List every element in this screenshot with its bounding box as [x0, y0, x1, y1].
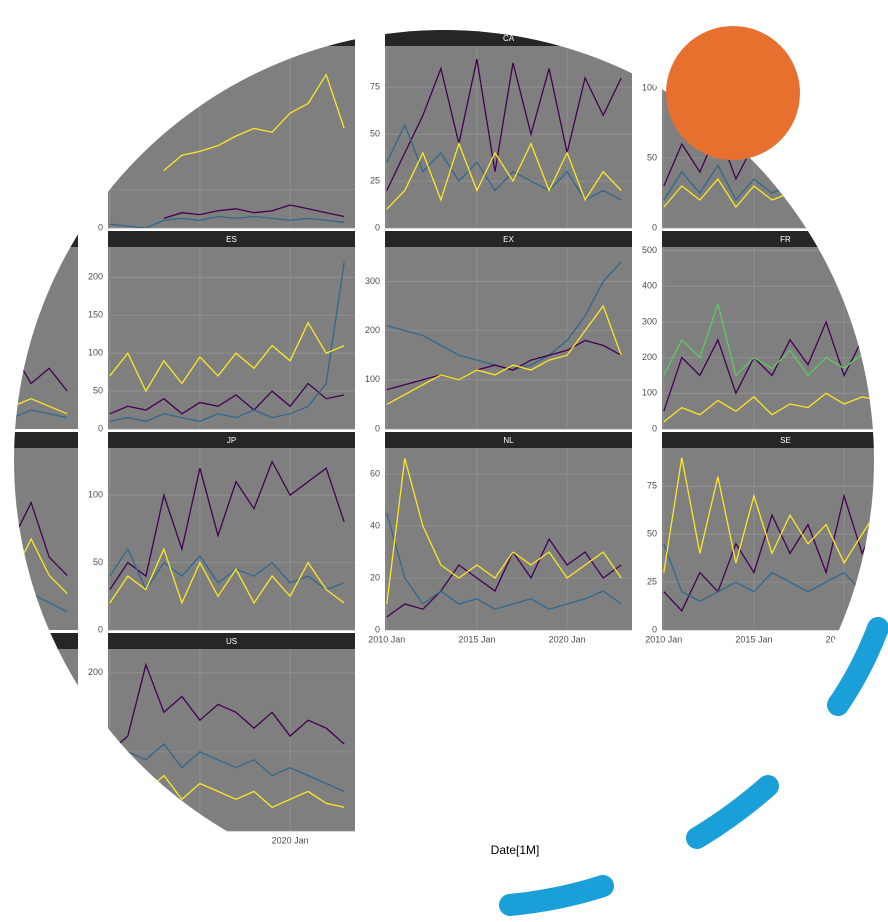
strip-label: EX [503, 235, 514, 244]
y-tick-label: 50 [647, 529, 657, 539]
decor-arcs [510, 628, 878, 905]
strip [0, 633, 78, 649]
y-tick-label: 20 [370, 572, 380, 582]
strip-label: SE [780, 436, 791, 445]
y-tick-label: 100 [88, 348, 103, 358]
y-tick-label: 500 [642, 245, 657, 255]
y-tick-label: 200 [88, 272, 103, 282]
series-line [0, 758, 67, 794]
panel-background [108, 649, 355, 831]
x-axis-title: Date[1M] [491, 843, 540, 857]
y-tick-label: 100 [642, 82, 657, 92]
x-tick-label: 2010 Jan [645, 634, 682, 644]
facet: 0 20 [93, 30, 355, 232]
y-tick-label: 50 [93, 557, 103, 567]
y-tick-label: 50 [93, 385, 103, 395]
y-tick-label: 200 [88, 667, 103, 677]
strip-label: JP [227, 436, 236, 445]
y-tick-label: 300 [642, 316, 657, 326]
facet: ES 0 50 100 150 200 [88, 231, 355, 433]
panel-background [108, 448, 355, 630]
y-tick-label: 100 [642, 388, 657, 398]
y-tick-label: 200 [365, 325, 380, 335]
facet: JP 0 50 100 [88, 432, 355, 634]
y-tick-label: 0 [98, 825, 103, 835]
facet: US 0 100 200 2010 Jan 2015 Jan 2020 Jan [88, 633, 355, 845]
x-tick-label: 2020 Jan [549, 634, 586, 644]
x-tick-label: 2015 Jan [735, 634, 772, 644]
strip [0, 30, 78, 46]
facet [0, 30, 78, 228]
y-tick-label: 25 [370, 175, 380, 185]
facet: CA 0 25 50 75 [370, 30, 632, 232]
y-tick-label: 40 [370, 520, 380, 530]
series-group [0, 722, 67, 795]
y-tick-label: 150 [88, 310, 103, 320]
y-tick-label: 60 [370, 468, 380, 478]
x-tick-label: 2015 Jan [458, 634, 495, 644]
strip-label: NL [503, 436, 514, 445]
panel-background [662, 247, 888, 429]
y-tick-label: 75 [370, 82, 380, 92]
strip [0, 231, 78, 247]
page: CountryGroup x Model Date[1M] 0 20 CA 0 25 50… [0, 0, 888, 922]
y-tick-label: 0 [652, 423, 657, 433]
strip-label: US [226, 637, 237, 646]
strip-label: CA [503, 34, 515, 43]
chart-title: CountryGroup x Model [368, 5, 520, 21]
y-tick-label: 0 [652, 222, 657, 232]
y-tick-label: 100 [88, 746, 103, 756]
facet: SE 0 25 50 75 2010 Jan 2015 Jan 2020 Jan [645, 432, 888, 644]
strip [108, 30, 355, 46]
facet: NL 0 20 40 60 2010 Jan 2015 Jan 2020 Jan [368, 432, 632, 644]
panel-background [0, 649, 78, 831]
y-tick-label: 25 [647, 576, 657, 586]
strip-label: FR [780, 235, 791, 244]
y-tick-label: 0 [98, 222, 103, 232]
strip-label: ES [226, 235, 237, 244]
y-tick-label: 75 [647, 481, 657, 491]
x-tick-label: 2020 Jan [0, 835, 32, 845]
facet [0, 432, 78, 630]
facet: EX 0 100 200 300 [365, 231, 632, 433]
y-tick-label: 200 [642, 352, 657, 362]
strip [662, 231, 888, 247]
panel-background [662, 448, 888, 630]
strip [662, 432, 888, 448]
y-tick-label: 400 [642, 281, 657, 291]
y-tick-label: 300 [365, 276, 380, 286]
x-tick-label: 2010 Jan [91, 835, 128, 845]
y-tick-label: 0 [375, 423, 380, 433]
y-tick-label: 0 [98, 624, 103, 634]
decor-dot [666, 26, 800, 160]
panel-background [385, 247, 632, 429]
y-tick-label: 50 [647, 152, 657, 162]
x-tick-label: 2020 Jan [826, 634, 863, 644]
facet: FR 0 100 200 300 400 500 [642, 231, 888, 433]
x-tick-label: 2020 Jan [272, 835, 309, 845]
panel-background [108, 46, 355, 228]
panel-background [0, 46, 78, 228]
panel-background [108, 247, 355, 429]
panel-background [0, 448, 78, 630]
x-tick-label: 2015 Jan [181, 835, 218, 845]
series-line [0, 722, 67, 777]
facet [0, 231, 78, 429]
y-tick-label: 100 [88, 490, 103, 500]
y-tick-label: 100 [365, 374, 380, 384]
y-tick-label: 0 [652, 624, 657, 634]
y-tick-label: 50 [370, 129, 380, 139]
y-tick-label: 0 [375, 624, 380, 634]
panel-background [385, 46, 632, 228]
y-tick-label: 0 [375, 222, 380, 232]
y-tick-label: 20 [93, 184, 103, 194]
x-tick-label: 2010 Jan [368, 634, 405, 644]
y-tick-label: 0 [98, 423, 103, 433]
strip [0, 432, 78, 448]
chart: CountryGroup x Model Date[1M] 0 20 CA 0 25 50… [0, 0, 888, 922]
